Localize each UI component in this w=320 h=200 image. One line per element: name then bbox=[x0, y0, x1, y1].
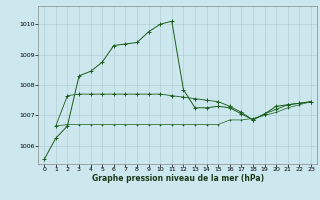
X-axis label: Graphe pression niveau de la mer (hPa): Graphe pression niveau de la mer (hPa) bbox=[92, 174, 264, 183]
